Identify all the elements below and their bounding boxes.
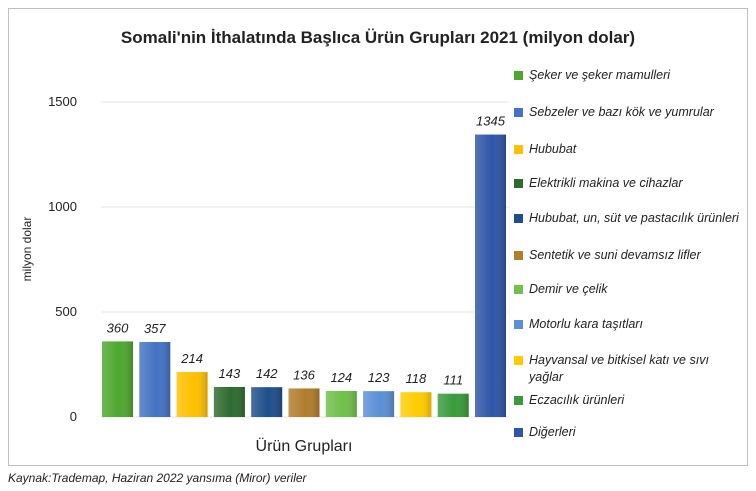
legend-label: Elektrikli makina ve cihazlar (529, 176, 683, 190)
y-tick-label: 1500 (48, 94, 77, 109)
bar-shading (251, 387, 283, 417)
legend-item: Demir ve çelik (514, 281, 739, 298)
bar-shading (437, 393, 469, 417)
bar-shading (475, 134, 506, 418)
legend-item: Hayvansal ve bitkisel katı ve sıvı yağla… (514, 352, 739, 386)
bars (102, 134, 506, 418)
legend-label: Sentetik ve suni devamsız lifler (529, 248, 701, 262)
legend-swatch (514, 320, 523, 329)
legend-swatch (514, 108, 523, 117)
legend-label: Sebzeler ve bazı kök ve yumrular (529, 105, 714, 119)
data-label: 142 (256, 366, 278, 381)
data-label: 1345 (476, 114, 506, 129)
legend-label: Hayvansal ve bitkisel katı ve sıvı yağla… (529, 353, 709, 384)
x-axis-title: Ürün Grupları (256, 437, 353, 455)
bar-shading (400, 392, 432, 417)
legend-swatch (514, 71, 523, 80)
legend-swatch (514, 214, 523, 223)
bar-shading (288, 388, 320, 417)
legend-label: Eczacılık ürünleri (529, 393, 625, 407)
y-axis-ticks: 0 500 1000 1500 (48, 94, 77, 424)
legend-item: Elektrikli makina ve cihazlar (514, 175, 739, 192)
data-label: 123 (368, 370, 390, 385)
legend-item: Sebzeler ve bazı kök ve yumrular (514, 104, 739, 121)
data-label: 136 (293, 367, 315, 382)
legend-item: Motorlu kara taşıtları (514, 316, 739, 333)
data-label: 143 (219, 366, 241, 381)
legend-item: Diğerleri (514, 424, 739, 441)
data-label: 124 (330, 370, 352, 385)
data-label: 111 (443, 373, 463, 388)
data-label: 357 (144, 321, 166, 336)
bar-shading (213, 386, 245, 417)
legend-item: Hububat, un, süt ve pastacılık ürünleri (514, 210, 739, 227)
legend-label: Motorlu kara taşıtları (529, 317, 643, 331)
y-tick-label: 1000 (48, 199, 77, 214)
legend-item: Eczacılık ürünleri (514, 392, 739, 409)
legend-label: Hububat, un, süt ve pastacılık ürünleri (529, 211, 739, 225)
data-labels: 360 357 214 143 142 136 124 123 118 111 1345 (107, 114, 506, 388)
y-tick-label: 500 (55, 304, 77, 319)
y-tick-label: 0 (70, 409, 77, 424)
legend-label: Hububat (529, 142, 577, 156)
legend-item: Şeker ve şeker mamulleri (514, 67, 739, 84)
legend-item: Hububat (514, 141, 739, 158)
chart-title: Somali'nin İthalatında Başlıca Ürün Grup… (120, 28, 636, 47)
y-axis-title: milyon dolar (20, 217, 34, 282)
plot-area: 360 357 214 143 142 136 124 123 118 111 1345 0 500 1… (20, 94, 509, 455)
legend-swatch (514, 396, 523, 405)
bar-shading (363, 391, 395, 417)
bar-shading (325, 390, 357, 417)
source-note: Kaynak:Trademap, Haziran 2022 yansıma (M… (8, 471, 307, 485)
bar-shading (176, 372, 208, 417)
legend-label: Demir ve çelik (529, 282, 608, 296)
legend-swatch (514, 428, 523, 437)
legend-swatch (514, 356, 523, 365)
legend-swatch (514, 251, 523, 260)
legend-swatch (514, 285, 523, 294)
data-label: 118 (406, 371, 427, 386)
legend-swatch (514, 145, 523, 154)
data-label: 214 (180, 351, 203, 366)
legend-label: Diğerleri (529, 425, 576, 439)
legend-swatch (514, 179, 523, 188)
legend-label: Şeker ve şeker mamulleri (529, 68, 671, 82)
legend-item: Sentetik ve suni devamsız lifler (514, 247, 739, 264)
data-label: 360 (107, 320, 129, 335)
bar-shading (139, 342, 171, 417)
chart-frame: Somali'nin İthalatında Başlıca Ürün Grup… (8, 8, 748, 466)
bar-shading (102, 341, 133, 417)
